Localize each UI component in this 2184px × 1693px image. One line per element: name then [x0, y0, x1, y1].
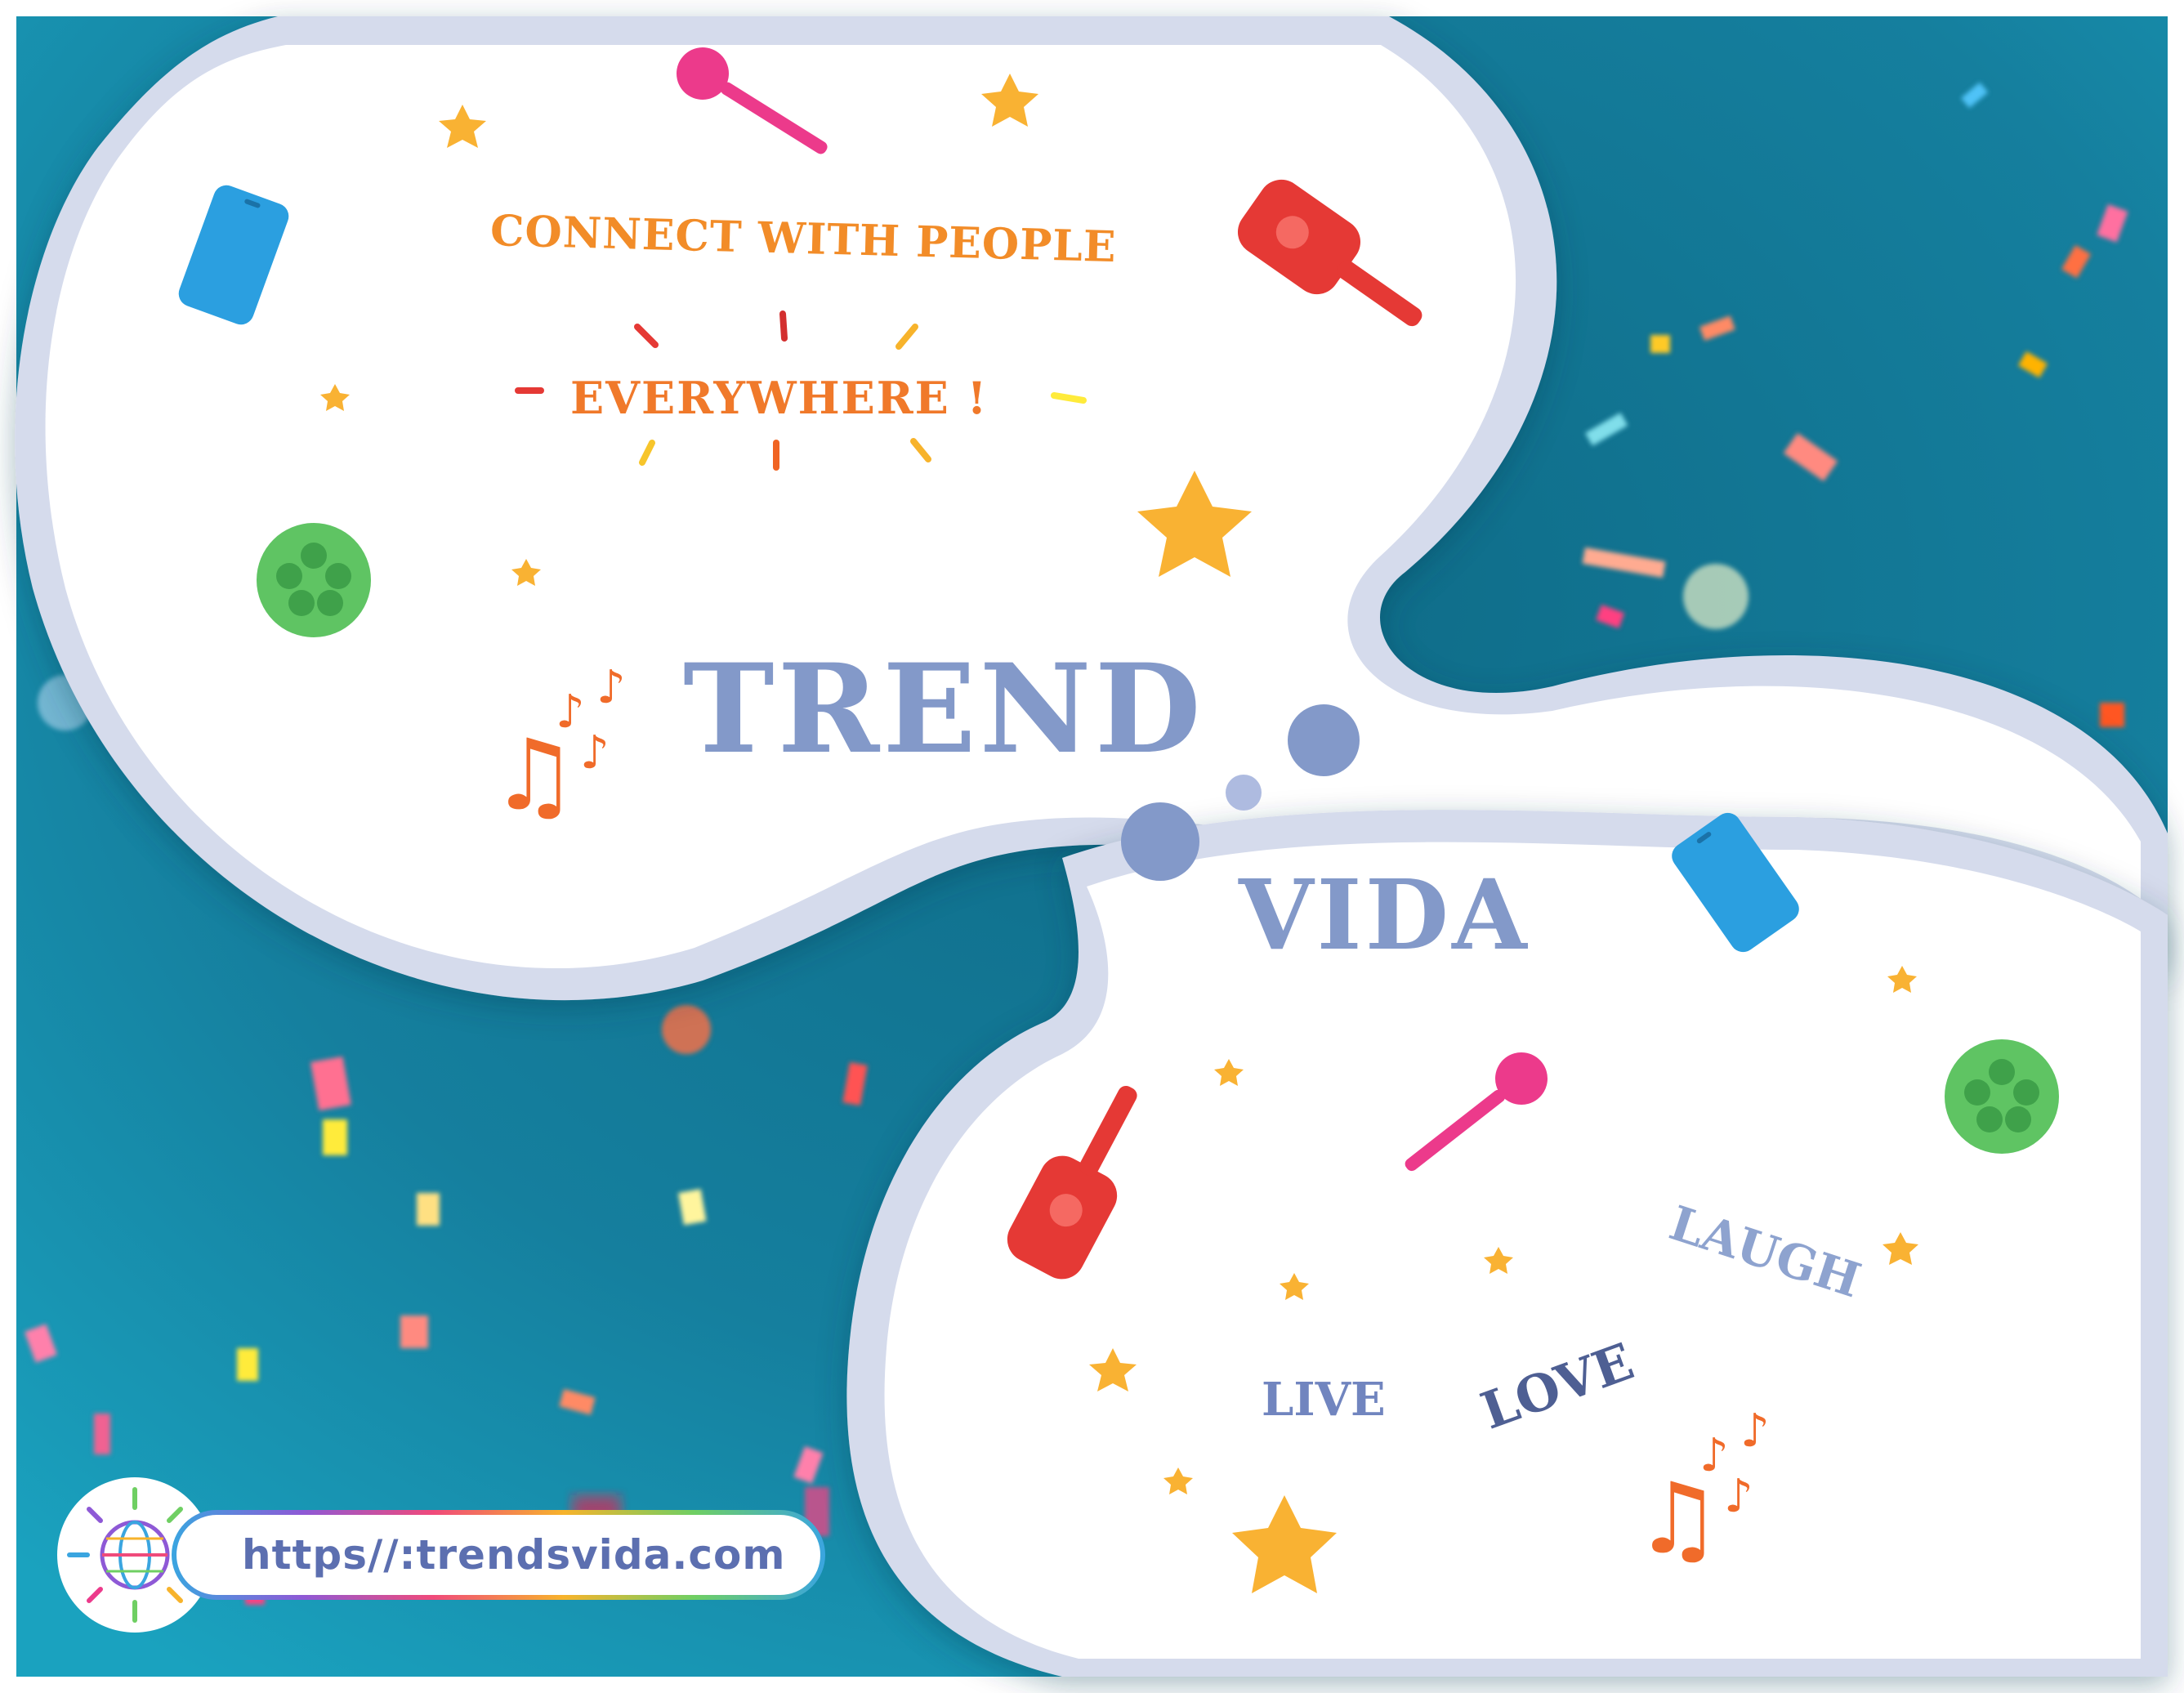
thought-dot-large: [1288, 704, 1360, 776]
svg-text:♪: ♪: [1699, 1429, 1729, 1482]
lower-speech-bubble: [846, 810, 2168, 1677]
star-icon: [320, 74, 1252, 586]
headline-everywhere: EVERYWHERE !: [570, 372, 989, 424]
ball-icon: [257, 523, 371, 637]
smartphone-icon: [178, 185, 289, 325]
thought-dot-small: [1226, 775, 1262, 811]
svg-text:♪: ♪: [1724, 1470, 1753, 1523]
thought-dot-medium: [1121, 802, 1199, 881]
svg-text:♫: ♫: [1634, 1463, 1722, 1576]
website-link[interactable]: https//:trendsvida.com: [172, 1510, 825, 1600]
microphone-icon: [1405, 1052, 1548, 1172]
bottle-icon: [1237, 179, 1423, 327]
bottle-icon: [1007, 1085, 1137, 1280]
microphone-icon: [677, 47, 828, 154]
brand-trend: TREND: [683, 637, 1204, 781]
smartphone-icon: [1672, 812, 1799, 953]
globe-icon: [57, 1477, 212, 1633]
music-notes-icon: ♫ ♪ ♪ ♪: [1634, 1405, 1770, 1576]
svg-text:♪: ♪: [596, 661, 626, 714]
svg-text:♪: ♪: [1740, 1405, 1770, 1458]
svg-text:♪: ♪: [580, 726, 610, 779]
burst-lines: [515, 310, 1087, 471]
upper-speech-bubble: [15, 16, 2168, 1001]
ball-icon: [1945, 1039, 2059, 1154]
website-link-inner: https//:trendsvida.com: [176, 1515, 820, 1595]
star-icon: [1089, 966, 1918, 1593]
svg-text:♫: ♫: [490, 719, 578, 833]
svg-text:♪: ♪: [556, 686, 585, 739]
word-live: LIVE: [1262, 1373, 1386, 1427]
brand-vida: VIDA: [1239, 858, 1530, 972]
music-notes-icon: ♫ ♪ ♪ ♪: [490, 661, 626, 833]
website-url[interactable]: https//:trendsvida.com: [242, 1531, 786, 1579]
